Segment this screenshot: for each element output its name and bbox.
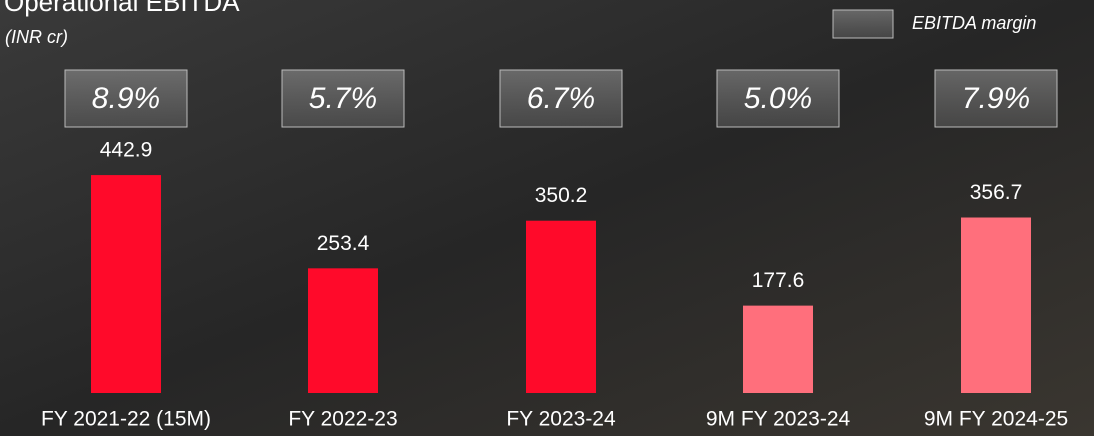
margin-box [716,69,840,128]
margin-box [934,69,1058,128]
data-label: 253.4 [317,232,370,255]
bar [743,305,813,393]
data-label: 356.7 [970,181,1023,204]
margin-label: 7.9% [962,82,1030,115]
legend-label: EBITDA margin [912,13,1036,33]
margin-box [499,69,623,128]
data-label: 350.2 [535,184,588,207]
margin-box [281,69,405,128]
x-tick-label: FY 2021-22 (15M) [41,408,211,431]
x-tick-label: FY 2022-23 [288,408,397,431]
bar [308,268,378,393]
x-tick-label: 9M FY 2023-24 [706,408,851,431]
legend-swatch [832,9,894,39]
margin-label: 5.0% [744,82,812,115]
bar [961,217,1031,393]
bar [91,175,161,393]
data-label: 442.9 [100,139,153,162]
margin-label: 6.7% [527,82,595,115]
margin-box [64,69,188,128]
bar [526,220,596,393]
margin-label: 8.9% [92,82,160,115]
data-label: 177.6 [752,269,805,292]
x-tick-label: FY 2023-24 [506,408,616,431]
margin-label: 5.7% [309,82,377,115]
subtitle: (INR cr) [5,27,68,47]
x-tick-label: 9M FY 2024-25 [924,408,1068,431]
chart-title: Operational EBITDA [4,0,240,17]
